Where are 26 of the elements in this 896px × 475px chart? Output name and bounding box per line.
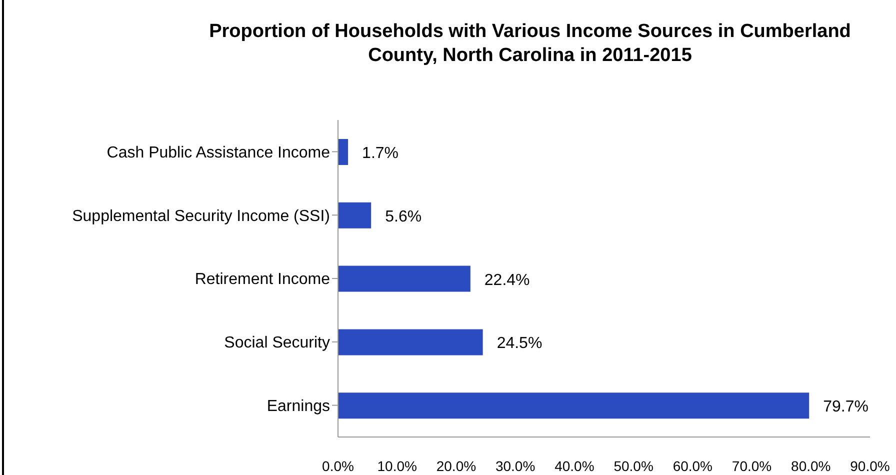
y-tick-label: Supplemental Security Income (SSI): [72, 208, 330, 225]
chart-title: Proportion of Households with Various Income Sources in Cumberland County, North Carolina in 2011-2015: [208, 20, 852, 68]
x-tick-label: 80.0%: [791, 458, 831, 474]
data-label: 5.6%: [385, 208, 422, 226]
x-tick-label: 20.0%: [436, 458, 476, 474]
x-tick-label: 60.0%: [672, 458, 713, 474]
x-tick-label: 70.0%: [732, 458, 772, 474]
x-tick-label: 40.0%: [554, 458, 594, 474]
data-label: 24.5%: [496, 335, 542, 352]
data-label: 79.7%: [823, 398, 868, 416]
bar: [338, 392, 810, 419]
bar: [338, 139, 348, 165]
y-tick-label: Cash Public Assistance Income: [106, 144, 330, 162]
x-tick-label: 10.0%: [377, 458, 417, 474]
bar: [338, 329, 483, 356]
data-label: 22.4%: [484, 272, 530, 289]
x-tick-label: 30.0%: [495, 458, 536, 474]
x-tick-label: 0.0%: [322, 458, 354, 474]
y-tick-label: Social Security: [224, 334, 330, 352]
y-tick-label: Earnings: [266, 398, 330, 415]
bar: [338, 266, 470, 292]
x-tick-label: 50.0%: [614, 458, 654, 474]
y-tick-label: Retirement Income: [194, 271, 330, 288]
bar: [338, 202, 372, 228]
data-label: 1.7%: [362, 145, 399, 162]
x-tick-label: 90.0%: [850, 458, 890, 474]
